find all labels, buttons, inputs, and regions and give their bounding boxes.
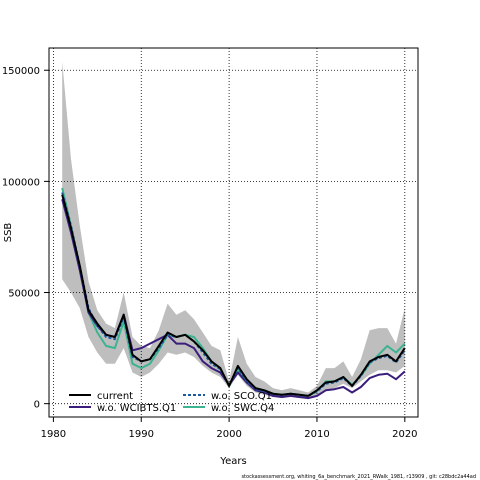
legend-label: w.o. SCO.Q1	[211, 391, 272, 402]
confidence-band	[62, 61, 405, 399]
legend-label: w.o. SWC.Q4	[211, 403, 274, 414]
y-tick-label: 50000	[8, 289, 40, 300]
confidence-band-layer	[62, 61, 405, 399]
series-layer	[61, 187, 406, 400]
plot-frame	[48, 47, 419, 418]
legend-label: w.o. WCIBTS.Q1	[97, 403, 176, 414]
y-axis-title: SSB	[3, 223, 14, 243]
x-tick-label: 2010	[304, 429, 329, 440]
y-tick-label: 0	[34, 400, 40, 411]
x-tick-label: 1980	[41, 429, 66, 440]
x-tick-label: 2020	[392, 429, 417, 440]
footer-text: stockassessment.org, whiting_6a_benchmar…	[241, 474, 476, 480]
x-tick-label: 2000	[216, 429, 241, 440]
series-line	[61, 194, 406, 397]
y-tick-label: 150000	[2, 66, 40, 77]
x-tick-label: 1990	[129, 429, 154, 440]
y-tick-label: 100000	[2, 177, 40, 188]
legend-label: current	[97, 391, 133, 402]
y-axis: 0 50000 100000 150000	[2, 66, 49, 411]
x-axis-title: Years	[219, 456, 246, 467]
x-axis: 1980 1990 2000 2010 2020	[41, 417, 418, 440]
